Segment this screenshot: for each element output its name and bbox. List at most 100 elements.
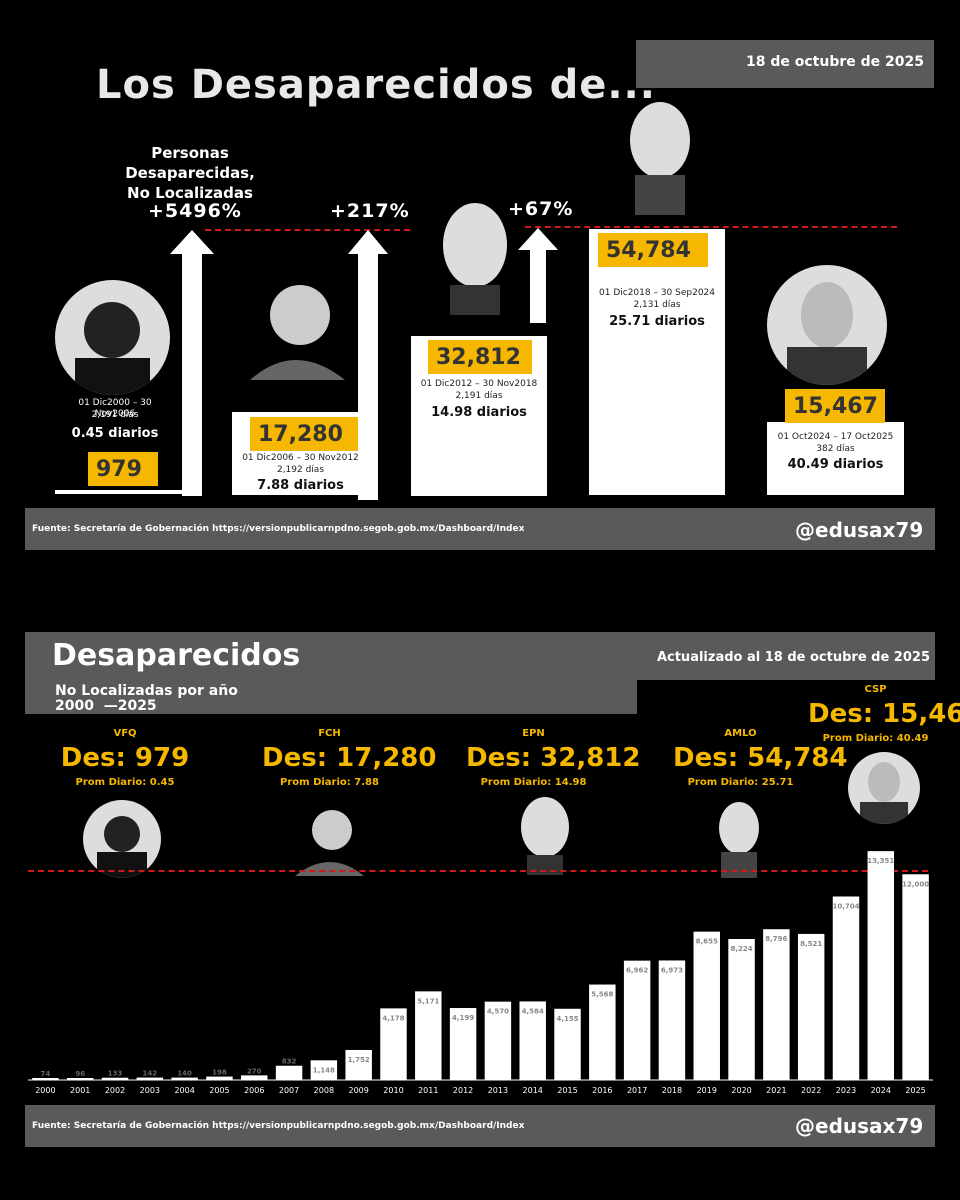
bar-value-label: 4,155: [556, 1015, 578, 1023]
bar-2003: [136, 1077, 164, 1080]
bar-2005: [206, 1076, 233, 1080]
bar-value-label: 6,962: [626, 967, 648, 975]
portrait-amlo-small-icon: [719, 802, 759, 878]
bottom-title-box: [25, 632, 637, 714]
president-des-amlo: Des: 54,784: [673, 743, 848, 773]
bar-2020: [728, 939, 755, 1080]
bar-value-label: 198: [212, 1069, 227, 1077]
period-value-3: 32,812: [428, 340, 532, 374]
period-daily-2: 7.88 diarios: [257, 478, 344, 493]
top-subtitle: Personas Desaparecidas, No Localizadas: [100, 143, 280, 203]
subtitle-line2: No Localizadas: [127, 184, 253, 202]
bar-2004: [171, 1077, 198, 1080]
x-tick-label: 2004: [174, 1086, 194, 1095]
bar-value-label: 13,351: [867, 857, 894, 865]
bar-2007: [275, 1065, 303, 1080]
bar-value-label: 4,178: [382, 1014, 404, 1022]
portrait-vfq-small-icon: [97, 816, 147, 878]
bar-2011: [415, 991, 442, 1080]
x-tick-label: 2006: [244, 1086, 264, 1095]
bottom-title: Desaparecidos: [52, 638, 301, 673]
portrait-csp-icon: [787, 282, 867, 385]
bar-value-label: 8,796: [765, 935, 787, 943]
bar-value-label: 8,224: [730, 945, 752, 953]
bottom-date-box: [637, 632, 935, 680]
x-tick-label: 2010: [383, 1086, 403, 1095]
bar-value-label: 1,752: [348, 1056, 370, 1064]
bar-2000: [32, 1078, 59, 1080]
president-csp: CSP Des: 15,467 Prom Diario: 40.49: [808, 684, 960, 744]
bar-value-label: 133: [108, 1070, 123, 1078]
portrait-amlo-icon: [630, 102, 690, 215]
portrait-fch-small-icon: [295, 810, 364, 876]
x-tick-label: 2020: [731, 1086, 751, 1095]
president-name-vfq: VFQ: [113, 728, 137, 739]
x-tick-label: 2005: [209, 1086, 229, 1095]
president-prom-amlo: Prom Diario: 25.71: [687, 777, 794, 788]
period-days-3: 2,191 días: [455, 391, 503, 401]
bar-value-label: 4,570: [487, 1008, 509, 1016]
up-arrow-icon-1: [170, 230, 214, 496]
bar-value-label: 6,973: [661, 966, 683, 974]
bar-2016: [589, 984, 616, 1080]
bar-value-label: 4,199: [452, 1014, 474, 1022]
portrait-epn-icon: [443, 203, 507, 315]
president-epn: EPN Des: 32,812 Prom Diario: 14.98: [466, 728, 641, 788]
x-tick-label: 2011: [418, 1086, 438, 1095]
president-prom-fch: Prom Diario: 7.88: [280, 777, 379, 788]
period-value-2: 17,280: [250, 417, 358, 451]
president-amlo: AMLO Des: 54,784 Prom Diario: 25.71: [673, 728, 848, 788]
period-bar-5: [767, 422, 904, 495]
period-daily-5: 40.49 diarios: [787, 457, 884, 472]
bottom-years-label: 2000 —2025: [55, 698, 157, 714]
bar-value-label: 832: [282, 1058, 297, 1066]
increase-label-2: +217%: [330, 200, 410, 222]
x-tick-label: 2016: [592, 1086, 612, 1095]
bar-value-label: 142: [143, 1070, 158, 1078]
bar-2012: [449, 1008, 477, 1080]
red-dashed-line-bottom: [28, 870, 928, 872]
portrait-vfq-small: [83, 800, 161, 878]
president-fch: FCH Des: 17,280 Prom Diario: 7.88: [262, 728, 436, 788]
bar-value-label: 8,655: [696, 938, 718, 946]
period-days-1: 2,191 días: [91, 410, 139, 420]
bar-value-label: 140: [177, 1070, 192, 1078]
bar-value-label: 1,148: [313, 1066, 335, 1074]
period-range-1: 01 Dic2000 – 30 Nov2006: [78, 398, 152, 419]
x-tick-label: 2012: [453, 1086, 473, 1095]
president-vfq: VFQ Des: 979 Prom Diario: 0.45: [60, 728, 190, 788]
president-name-amlo: AMLO: [724, 728, 757, 739]
bottom-handle: @edusax79: [795, 1114, 924, 1138]
president-des-epn: Des: 32,812: [466, 743, 641, 773]
x-tick-label: 2008: [314, 1086, 334, 1095]
period-days-4: 2,131 días: [633, 300, 681, 310]
bar-2002: [101, 1077, 129, 1080]
president-des-vfq: Des: 979: [60, 743, 190, 773]
bar-value-label: 270: [247, 1067, 262, 1075]
portrait-fch-small: [292, 800, 367, 878]
subtitle-line1: Personas Desaparecidas,: [125, 144, 255, 182]
bar-2022: [797, 933, 825, 1080]
increase-label-3: +67%: [508, 198, 574, 220]
period-range-4: 01 Dic2018 – 30 Sep2024: [599, 288, 715, 298]
bar-value-label: 5,171: [417, 997, 439, 1005]
period-range-3: 01 Dic2012 – 30 Nov2018: [420, 379, 538, 389]
x-tick-label: 2009: [348, 1086, 368, 1095]
x-tick-label: 2000: [35, 1086, 55, 1095]
x-tick-label: 2025: [905, 1086, 925, 1095]
president-name-epn: EPN: [522, 728, 545, 739]
x-tick-label: 2023: [836, 1086, 856, 1095]
bar-2021: [763, 929, 790, 1080]
portrait-csp-small-icon: [860, 762, 908, 824]
period-days-5: 382 días: [816, 444, 855, 454]
portrait-epn: [435, 200, 515, 315]
increase-label-1: +5496%: [148, 200, 242, 222]
period-daily-4: 25.71 diarios: [609, 314, 705, 329]
period-daily-1: 0.45 diarios: [71, 426, 159, 441]
portrait-fch: [245, 270, 350, 385]
bar-2018: [658, 960, 686, 1080]
bar-2024: [867, 851, 895, 1080]
x-tick-label: 2021: [766, 1086, 786, 1095]
bar-2008: [310, 1060, 338, 1080]
period-days-2: 2,192 días: [276, 465, 325, 475]
